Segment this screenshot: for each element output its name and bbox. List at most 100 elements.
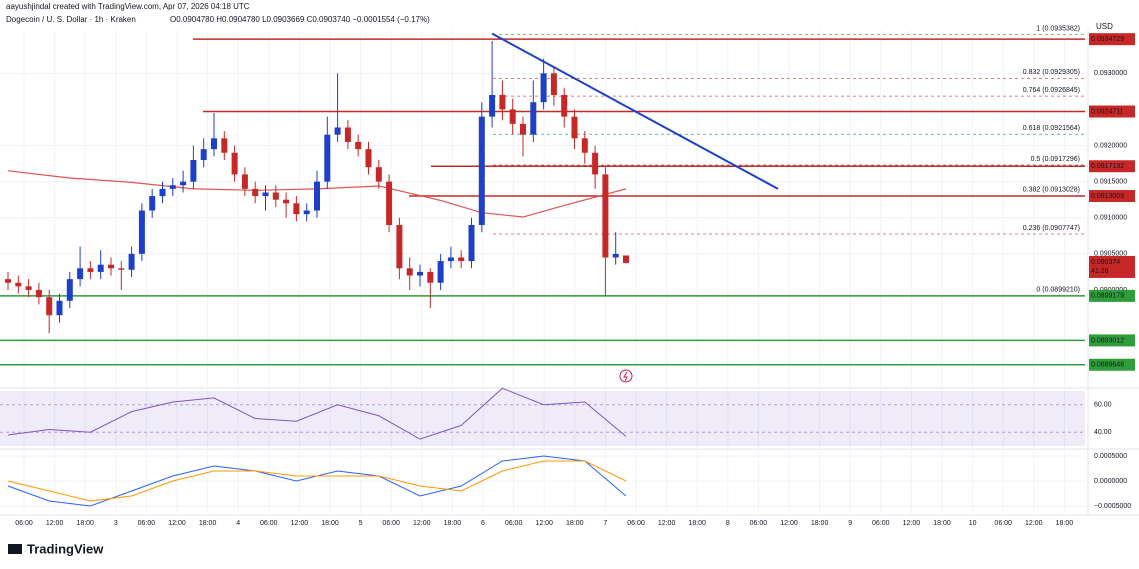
fib-label: 0.236 (0.0907747) bbox=[1023, 225, 1080, 232]
x-tick-label: 3 bbox=[114, 520, 118, 527]
candle-body bbox=[561, 94, 568, 117]
x-tick-label: 18:00 bbox=[1056, 520, 1074, 527]
current-price: 0.090374 bbox=[1091, 259, 1120, 266]
level-label: 0.0899179 bbox=[1091, 293, 1124, 300]
candle-body bbox=[66, 279, 73, 301]
level-label: 0.0893012 bbox=[1091, 337, 1124, 344]
candle-body bbox=[386, 181, 393, 225]
candle-body bbox=[447, 257, 454, 262]
x-tick-label: 06:00 bbox=[994, 520, 1012, 527]
candle-body bbox=[200, 149, 207, 160]
x-tick-label: 12:00 bbox=[658, 520, 676, 527]
countdown: 41:26 bbox=[1091, 268, 1109, 275]
candle-body bbox=[396, 224, 403, 269]
candle-body bbox=[499, 94, 506, 110]
level-tag bbox=[1089, 289, 1135, 302]
y-tick-label: 0.0905000 bbox=[1094, 251, 1127, 258]
candle-body bbox=[437, 261, 444, 283]
x-tick-label: 18:00 bbox=[321, 520, 339, 527]
candle-body bbox=[571, 116, 578, 139]
candle-body bbox=[149, 196, 156, 211]
x-tick-label: 06:00 bbox=[872, 520, 890, 527]
x-tick-label: 8 bbox=[726, 520, 730, 527]
currency: USD bbox=[1096, 22, 1113, 31]
x-tick-label: 06:00 bbox=[505, 520, 523, 527]
candle-body bbox=[211, 138, 217, 150]
candle-body bbox=[283, 199, 290, 204]
x-tick-label: 5 bbox=[359, 520, 363, 527]
x-tick-label: 12:00 bbox=[168, 520, 186, 527]
candle-body bbox=[252, 188, 259, 197]
candle-body bbox=[303, 210, 310, 215]
x-tick-label: 18:00 bbox=[811, 520, 829, 527]
fib-label: 1 (0.0935382) bbox=[1036, 25, 1080, 32]
x-tick-label: 4 bbox=[236, 520, 240, 527]
credit: aayushjindal created with TradingView.co… bbox=[6, 2, 250, 11]
x-tick-label: 06:00 bbox=[138, 520, 156, 527]
candle-body bbox=[314, 181, 320, 211]
rsi-band bbox=[0, 391, 1085, 446]
x-tick-label: 18:00 bbox=[688, 520, 706, 527]
y-tick-label: 0.0910000 bbox=[1094, 215, 1127, 222]
brand: TradingView bbox=[27, 541, 104, 556]
x-tick-label: 12:00 bbox=[780, 520, 798, 527]
candle-body bbox=[77, 268, 84, 280]
x-tick-label: 18:00 bbox=[76, 520, 94, 527]
candle-body bbox=[87, 268, 94, 272]
candle-body bbox=[262, 192, 269, 197]
x-tick-label: 18:00 bbox=[199, 520, 217, 527]
candle-body bbox=[468, 224, 475, 262]
candle-body bbox=[623, 255, 629, 263]
fib-label: 0.764 (0.0926845) bbox=[1023, 87, 1080, 94]
level-label: 0.0934729 bbox=[1091, 36, 1124, 43]
candle-body bbox=[489, 94, 496, 117]
candle-body bbox=[509, 109, 516, 124]
candle-body bbox=[530, 102, 537, 135]
candle-body bbox=[581, 138, 588, 153]
candle-body bbox=[35, 289, 42, 298]
fib-label: 0.382 (0.0913028) bbox=[1023, 187, 1080, 194]
x-tick-label: 06:00 bbox=[15, 520, 33, 527]
candle-body bbox=[180, 181, 187, 186]
x-tick-label: 06:00 bbox=[627, 520, 645, 527]
candle-body bbox=[46, 297, 53, 316]
trendline bbox=[491, 32, 779, 190]
candle-body bbox=[293, 203, 300, 215]
macd-tick-label: −0.0005000 bbox=[1094, 503, 1131, 510]
x-tick-label: 9 bbox=[848, 520, 852, 527]
candle-body bbox=[417, 271, 423, 276]
level-tag bbox=[1089, 105, 1135, 118]
candle-body bbox=[169, 185, 176, 189]
logo-mark bbox=[8, 544, 22, 554]
x-tick-label: 18:00 bbox=[444, 520, 462, 527]
candle-body bbox=[602, 174, 609, 258]
candle-body bbox=[272, 192, 279, 200]
candle-body bbox=[231, 152, 238, 175]
candle-body bbox=[241, 174, 248, 189]
y-tick-label: 0.0930000 bbox=[1094, 70, 1127, 77]
event-icon[interactable] bbox=[619, 369, 633, 383]
event-icon-bolt bbox=[623, 371, 628, 382]
candle-body bbox=[365, 149, 372, 168]
candle-body bbox=[190, 159, 197, 182]
candle-body bbox=[540, 73, 547, 103]
candle-body bbox=[25, 286, 32, 290]
candle-body bbox=[344, 127, 351, 142]
x-tick-label: 12:00 bbox=[903, 520, 921, 527]
fib-label: 0 (0.0899210) bbox=[1036, 287, 1080, 294]
candle-body bbox=[334, 127, 341, 135]
candle-body bbox=[458, 257, 465, 262]
candle-body bbox=[478, 116, 485, 225]
level-tag bbox=[1089, 160, 1135, 173]
x-tick-label: 06:00 bbox=[260, 520, 278, 527]
candle-body bbox=[108, 264, 114, 269]
x-tick-label: 12:00 bbox=[46, 520, 64, 527]
rsi-tick-label: 40.00 bbox=[1094, 429, 1112, 436]
candle-body bbox=[138, 210, 145, 254]
candle-body bbox=[221, 138, 228, 153]
x-tick-label: 7 bbox=[603, 520, 607, 527]
candle-body bbox=[592, 152, 599, 175]
level-label: 0.0924711 bbox=[1091, 108, 1124, 115]
